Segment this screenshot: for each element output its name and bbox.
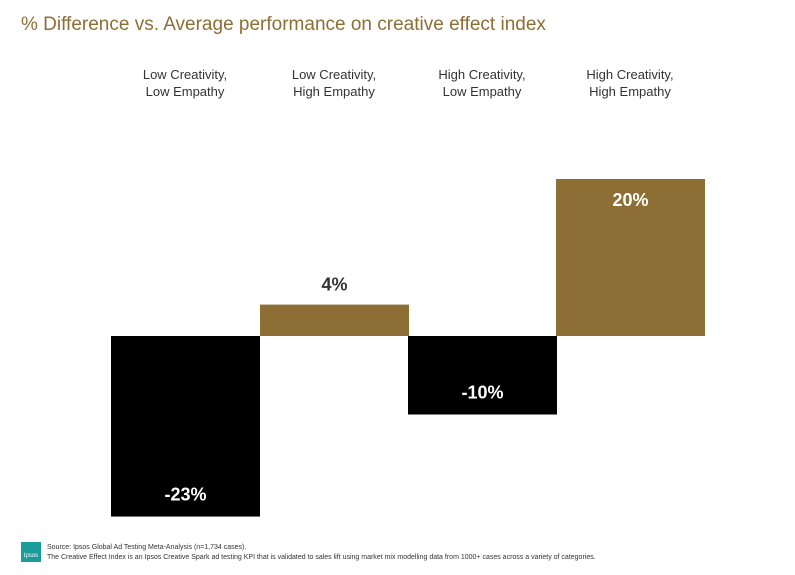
bar-value-label-1: -23%	[164, 485, 206, 505]
definition-note: The Creative Effect Index is an Ipsos Cr…	[47, 554, 596, 561]
bar-3	[408, 336, 557, 415]
bar-value-label-2: 4%	[321, 275, 347, 295]
chart-title: % Difference vs. Average performance on …	[21, 14, 546, 35]
footnotes: Source: Ipsos Global Ad Testing Meta-Ana…	[47, 543, 787, 563]
bar-value-label-3: -10%	[461, 383, 503, 403]
category-label-2-line2: High Empathy	[293, 84, 375, 99]
category-label-1-line2: Low Empathy	[145, 84, 225, 99]
bar-1	[111, 336, 260, 517]
category-label-1: Low Creativity, Low Empathy	[110, 66, 260, 100]
category-label-3: High Creativity, Low Empathy	[407, 66, 557, 100]
category-label-4-line2: High Empathy	[589, 84, 671, 99]
bars-group: -23% 4% -10% 20%	[111, 179, 705, 517]
category-label-1-line1: Low Creativity,	[142, 67, 228, 82]
category-label-2: Low Creativity, High Empathy	[259, 66, 409, 100]
bar-4	[556, 179, 705, 336]
category-label-4: High Creativity, High Empathy	[555, 66, 705, 100]
source-note: Source: Ipsos Global Ad Testing Meta-Ana…	[47, 544, 247, 551]
category-label-4-line1: High Creativity,	[586, 67, 674, 82]
bar-2	[260, 304, 409, 336]
category-label-3-line1: High Creativity,	[438, 67, 526, 82]
bar-value-label-4: 20%	[612, 190, 648, 210]
ipsos-logo: Ipsos	[21, 542, 41, 562]
category-label-2-line1: Low Creativity,	[291, 67, 377, 82]
category-label-3-line2: Low Empathy	[442, 84, 522, 99]
